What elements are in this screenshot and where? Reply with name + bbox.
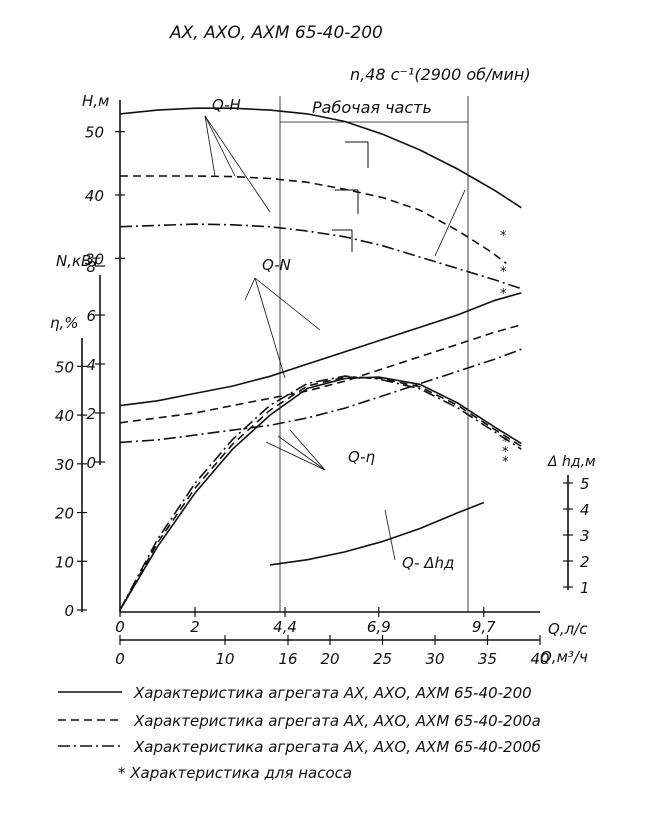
legend-item-dashed: Характеристика агрегата АХ, АХО, АХМ 65-… bbox=[133, 712, 541, 730]
series-N-dashed-line bbox=[119, 324, 522, 424]
ticks-group: 0 2 4,4 6,9 9,70 10 16 20 25 30 35 4050403086420504… bbox=[55, 124, 590, 668]
x2-tick-label: 0 bbox=[115, 650, 125, 668]
speed-label: n,48 с⁻¹(2900 об/мин) bbox=[350, 65, 531, 84]
n-tick-label: 6 bbox=[86, 307, 96, 325]
eta-axis-label: η,% bbox=[50, 314, 79, 332]
x2-tick-label: 40 bbox=[530, 650, 549, 668]
qdh-label: Q- Δhд bbox=[402, 554, 454, 572]
series-eta-dashed-line bbox=[119, 376, 522, 611]
series-H-solid-line bbox=[119, 107, 522, 209]
series-eta-dashdot-line bbox=[119, 375, 522, 611]
dh-tick-label: 4 bbox=[580, 501, 590, 519]
x2-tick-label: 30 bbox=[425, 650, 444, 668]
x-tick-label: 0 bbox=[115, 618, 125, 636]
pump-marker-eta2: * bbox=[502, 445, 509, 460]
pump-marker-eta3: * bbox=[502, 455, 509, 470]
legend-item-dashdot: Характеристика агрегата АХ, АХО, АХМ 65-… bbox=[133, 738, 541, 756]
dh-tick-label: 2 bbox=[580, 553, 590, 571]
series-N-solid-line bbox=[119, 292, 522, 407]
n-tick-label: 8 bbox=[86, 258, 96, 276]
x-tick-label: 4,4 bbox=[273, 618, 297, 636]
x2-tick-label: 16 bbox=[278, 650, 297, 668]
pump-marker-eta1: * bbox=[502, 435, 509, 450]
operating-point-marks bbox=[332, 141, 369, 252]
legend-note: * Характеристика для насоса bbox=[118, 764, 352, 782]
eta-tick-label: 50 bbox=[55, 358, 74, 376]
h-tick-label: 30 bbox=[85, 250, 104, 268]
work-zone-label: Рабочая часть bbox=[312, 98, 432, 117]
n-tick-label: 0 bbox=[86, 454, 96, 472]
dh-tick-label: 1 bbox=[580, 579, 590, 597]
qh-label: Q-H bbox=[212, 96, 241, 114]
eta-tick-label: 40 bbox=[55, 407, 74, 425]
pump-marker-h2: * bbox=[500, 265, 507, 280]
leader-lines bbox=[204, 115, 466, 561]
series-N-dashdot-line bbox=[119, 348, 522, 444]
legend-item-solid: Характеристика агрегата АХ, АХО, АХМ 65-… bbox=[133, 684, 532, 702]
eta-tick-label: 10 bbox=[55, 553, 74, 571]
n-axis-label: N,кВт bbox=[56, 252, 101, 270]
pump-marker-h1: * bbox=[500, 229, 507, 244]
x2-tick-label: 20 bbox=[320, 650, 339, 668]
eta-tick-label: 20 bbox=[55, 505, 74, 523]
x2-tick-label: 25 bbox=[373, 650, 392, 668]
h-tick-label: 40 bbox=[85, 187, 104, 205]
series-eta-solid-line bbox=[119, 376, 522, 611]
qn-label: Q-N bbox=[262, 256, 291, 274]
pump-marker-n: * bbox=[500, 287, 507, 302]
series-H-dashed-line bbox=[120, 175, 507, 265]
dh-tick-label: 3 bbox=[580, 527, 590, 545]
series-dh-solid-line bbox=[269, 501, 485, 566]
x-tick-label: 6,9 bbox=[367, 618, 391, 636]
x2-tick-label: 35 bbox=[478, 650, 497, 668]
n-tick-label: 2 bbox=[86, 405, 96, 423]
n-tick-label: 4 bbox=[86, 356, 96, 374]
h-tick-label: 50 bbox=[85, 124, 104, 142]
chart-title: АХ, АХО, АХМ 65-40-200 bbox=[169, 23, 383, 43]
legend: Характеристика агрегата АХ, АХО, АХМ 65-… bbox=[58, 684, 541, 782]
x-tick-label: 2 bbox=[190, 618, 200, 636]
x-tick-label: 9,7 bbox=[472, 618, 496, 636]
dh-tick-label: 5 bbox=[580, 475, 590, 493]
eta-tick-label: 0 bbox=[64, 602, 74, 620]
x2-tick-label: 10 bbox=[215, 650, 234, 668]
series-H-dashdot-line bbox=[119, 223, 522, 290]
curves-group bbox=[119, 107, 522, 611]
eta-tick-label: 30 bbox=[55, 456, 74, 474]
h-axis-label: H,м bbox=[82, 92, 109, 110]
dh-axis-label: Δ hд,м bbox=[547, 454, 596, 470]
qeta-label: Q-η bbox=[348, 448, 375, 466]
x2-axis-label: Q,м³/ч bbox=[540, 648, 588, 666]
x-axis-label: Q,л/с bbox=[548, 620, 588, 638]
